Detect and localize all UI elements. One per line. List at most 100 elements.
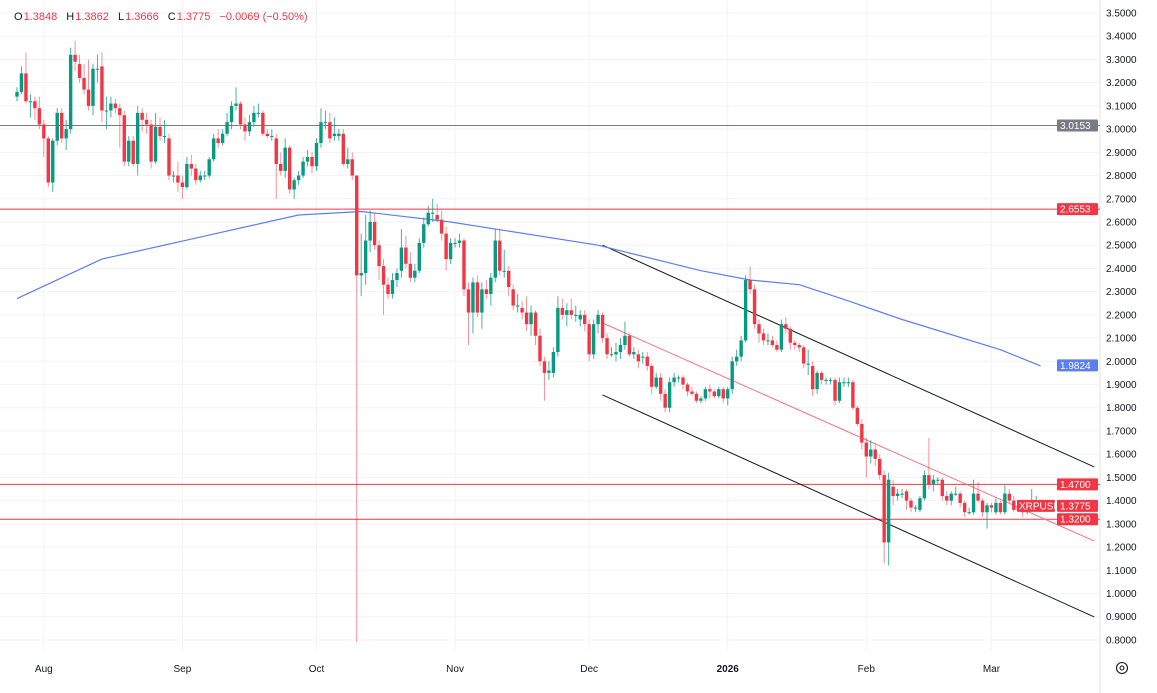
candle [945, 491, 949, 506]
candle [95, 54, 100, 83]
candle [556, 296, 560, 357]
candle-body [694, 393, 699, 401]
candle-body [574, 314, 578, 316]
candle-body [891, 486, 895, 496]
candle-body [609, 354, 614, 356]
candle [28, 94, 33, 118]
price-tick-label: 1.9000 [1106, 380, 1137, 391]
open-key: O [14, 11, 23, 23]
candle-body [346, 159, 350, 164]
candle [672, 372, 676, 387]
gear-icon[interactable] [1115, 661, 1129, 675]
candle [1003, 484, 1007, 515]
candle-body [810, 365, 815, 390]
candle-body [507, 270, 511, 287]
trend-line[interactable] [602, 244, 1095, 468]
candle [328, 112, 332, 144]
candle-body [131, 140, 135, 164]
candle-body [650, 365, 654, 387]
candle [636, 349, 641, 369]
level-price-label: 3.0153 [1060, 121, 1091, 132]
candle-body [565, 310, 569, 315]
candle [940, 477, 944, 501]
candle-body [225, 122, 229, 134]
candle-body [140, 112, 144, 120]
candle-body [878, 458, 882, 476]
candle-body [676, 377, 681, 379]
price-tick-label: 2.1000 [1106, 334, 1137, 345]
candle [524, 296, 529, 332]
candle-body [1012, 500, 1016, 510]
level-price-tag [1057, 203, 1098, 216]
candle [936, 477, 940, 485]
candle [305, 149, 310, 167]
candle-body [904, 491, 909, 501]
candle [641, 352, 645, 364]
price-tick-label: 3.3000 [1106, 55, 1137, 66]
price-tick-label: 1.7000 [1106, 426, 1137, 437]
candle-body [395, 273, 399, 281]
candle-body [851, 382, 855, 408]
candle-body [480, 289, 484, 313]
candle-body [538, 335, 542, 362]
high-value: 1.3862 [75, 11, 109, 23]
candle [703, 386, 708, 401]
candle [211, 133, 216, 162]
candle [623, 321, 627, 350]
candle [788, 326, 793, 350]
candle-body [681, 377, 685, 385]
candle [310, 152, 314, 174]
candle [694, 391, 699, 404]
horizontal-levels[interactable] [0, 125, 1100, 520]
candle [962, 500, 967, 517]
candle-body [600, 314, 605, 339]
price-tick-label: 0.9000 [1106, 612, 1137, 623]
price-tick-label: 3.5000 [1106, 9, 1137, 20]
candle [784, 317, 788, 334]
candle-body [135, 112, 140, 164]
candle-body [216, 138, 220, 144]
candle [574, 305, 578, 322]
candle [739, 335, 743, 362]
candle [708, 384, 712, 399]
candle [605, 333, 609, 359]
candle [712, 389, 717, 399]
candle-body [578, 314, 582, 320]
candle-body [900, 493, 904, 495]
candle-body [658, 377, 663, 394]
candle-body [211, 138, 216, 160]
candle-body [234, 103, 238, 106]
candle [435, 203, 439, 222]
time-axis[interactable]: Aug Sep Oct Nov Dec 2026 Feb Mar [35, 664, 1001, 675]
candle [100, 52, 104, 123]
candle-body [1003, 493, 1007, 513]
price-tick-label: 1.1000 [1106, 566, 1137, 577]
price-axis[interactable]: 3.5000 3.4000 3.3000 3.2000 3.1000 3.0000 2.90… [1106, 9, 1137, 647]
candle-body [949, 493, 953, 501]
candle-body [109, 103, 113, 111]
candle [337, 129, 341, 141]
candle [216, 129, 220, 148]
candle-body [761, 333, 766, 341]
candle [748, 266, 752, 294]
candle [582, 310, 587, 332]
candle [64, 119, 68, 150]
candle-body [766, 340, 770, 342]
candle-body [19, 73, 24, 92]
candle-body [243, 124, 247, 132]
candle [453, 238, 457, 248]
candle-body [730, 361, 734, 390]
price-tick-label: 2.9000 [1106, 148, 1137, 159]
candle-body [453, 242, 457, 244]
candle-body [828, 379, 833, 381]
price-tick-label: 3.0000 [1106, 125, 1137, 136]
candle [408, 252, 413, 283]
candle [350, 152, 354, 181]
low-key: L [117, 11, 125, 23]
price-tick-label: 2.0000 [1106, 357, 1137, 368]
candle [203, 170, 207, 181]
candle [878, 454, 882, 480]
trend-line[interactable] [602, 394, 1095, 618]
low-value: 1.3666 [125, 11, 159, 23]
